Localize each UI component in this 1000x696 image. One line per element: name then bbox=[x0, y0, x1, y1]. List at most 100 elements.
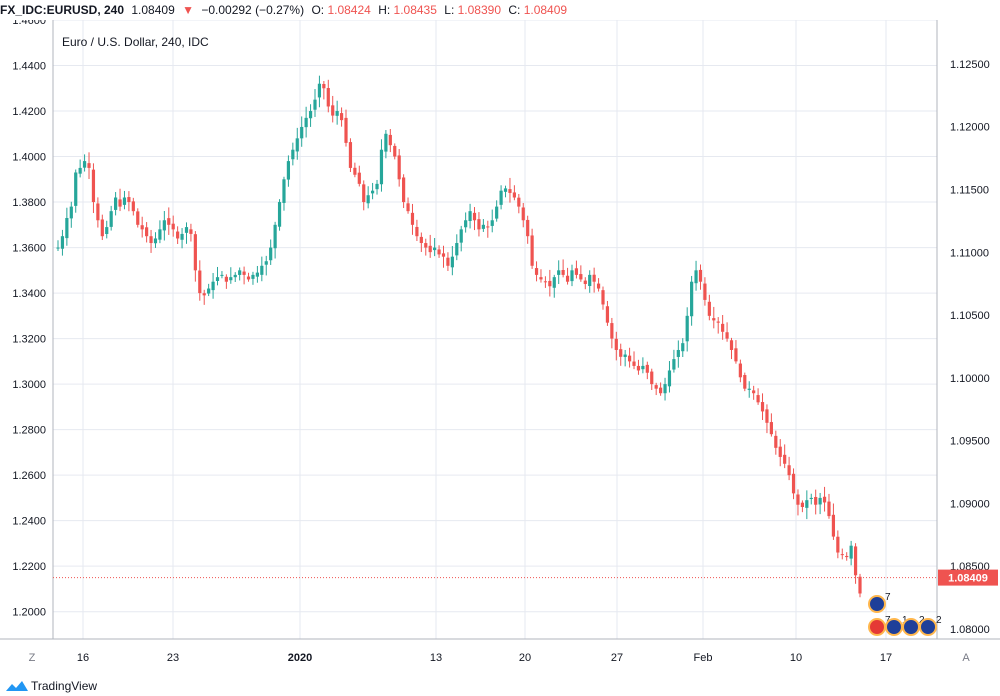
candle bbox=[393, 143, 397, 160]
candle bbox=[419, 232, 423, 252]
candle-body bbox=[433, 247, 437, 251]
candle-body bbox=[402, 177, 406, 203]
candle bbox=[743, 372, 747, 392]
candle bbox=[605, 300, 610, 326]
tradingview-logo-icon[interactable] bbox=[5, 679, 29, 693]
candle-body bbox=[437, 249, 441, 255]
candle bbox=[822, 486, 827, 512]
candle-body bbox=[840, 554, 844, 556]
candle bbox=[596, 278, 601, 292]
candle bbox=[778, 439, 782, 467]
candle-body bbox=[122, 197, 127, 205]
candle bbox=[800, 500, 804, 513]
candle bbox=[459, 225, 463, 252]
candle-body bbox=[760, 402, 765, 412]
candle bbox=[273, 221, 277, 259]
candle bbox=[198, 260, 202, 301]
candle-body bbox=[136, 211, 140, 225]
candlestick-chart[interactable]: 1.4600 1.4400 1.4200 1.4000 1.3800 1.3600 1.34… bbox=[0, 20, 1000, 676]
candle-body bbox=[809, 497, 813, 499]
candle bbox=[344, 109, 348, 147]
candle bbox=[260, 256, 264, 282]
zoom-button[interactable]: Z bbox=[29, 652, 36, 664]
candle bbox=[100, 214, 104, 241]
candle-body bbox=[654, 385, 658, 389]
candle-body bbox=[224, 276, 228, 282]
candle bbox=[162, 211, 166, 241]
candle bbox=[472, 207, 477, 231]
candle bbox=[650, 368, 654, 391]
candle-body bbox=[477, 219, 481, 230]
candle-body bbox=[96, 203, 100, 221]
candle-body bbox=[348, 142, 353, 168]
candle bbox=[291, 142, 295, 166]
candle-body bbox=[627, 355, 632, 362]
candle-body bbox=[831, 514, 836, 537]
candle-body bbox=[114, 197, 118, 210]
event-marker-circle bbox=[868, 618, 886, 636]
auto-scale-button[interactable]: A bbox=[962, 652, 970, 664]
candle bbox=[366, 186, 370, 209]
candle bbox=[207, 283, 211, 297]
candle-body bbox=[273, 224, 277, 249]
candle bbox=[326, 79, 330, 113]
candle-body bbox=[357, 172, 361, 184]
candle-body bbox=[526, 219, 530, 237]
candle-body bbox=[707, 301, 711, 316]
candle-body bbox=[619, 349, 623, 357]
candle-body bbox=[667, 370, 672, 387]
candle bbox=[251, 271, 255, 285]
candle-body bbox=[721, 323, 725, 332]
candle bbox=[698, 264, 703, 290]
candle-body bbox=[56, 247, 60, 249]
candle bbox=[667, 361, 672, 393]
candle-body bbox=[415, 226, 419, 237]
candle-body bbox=[459, 229, 463, 243]
candle-body bbox=[388, 134, 392, 146]
candle bbox=[659, 382, 663, 396]
candle-body bbox=[366, 195, 370, 204]
candle bbox=[765, 404, 769, 434]
candle bbox=[734, 340, 738, 364]
candle-body bbox=[255, 272, 259, 277]
candle-body bbox=[153, 238, 158, 244]
candle-body bbox=[778, 446, 782, 457]
brand-name[interactable]: TradingView bbox=[31, 679, 98, 693]
eu-flag-icon[interactable]: 2 bbox=[919, 615, 942, 636]
candle bbox=[304, 106, 308, 138]
x-tick-label: 13 bbox=[430, 652, 442, 664]
candle-body bbox=[82, 161, 87, 168]
close-value: 1.08409 bbox=[523, 3, 568, 17]
left-tick-label: 1.4600 bbox=[12, 20, 46, 27]
candle-body bbox=[149, 236, 153, 244]
left-tick-label: 1.3200 bbox=[12, 334, 46, 346]
candle bbox=[375, 179, 379, 195]
candle-body bbox=[849, 545, 853, 559]
candle bbox=[348, 138, 353, 173]
candle-body bbox=[176, 231, 180, 239]
candle-body bbox=[105, 227, 109, 234]
candle-body bbox=[676, 349, 680, 357]
grid bbox=[53, 20, 937, 639]
candle-body bbox=[220, 274, 224, 276]
candle-body bbox=[464, 220, 468, 228]
zoom-button-label: Z bbox=[29, 652, 36, 664]
candle-body bbox=[304, 117, 308, 128]
candle bbox=[703, 277, 707, 306]
candle bbox=[109, 205, 113, 231]
candle-body bbox=[570, 270, 574, 282]
candle-body bbox=[672, 359, 676, 370]
symbol-name[interactable]: FX_IDC:EURUSD, 240 bbox=[0, 3, 125, 17]
candle bbox=[87, 152, 91, 180]
candle-body bbox=[791, 473, 796, 494]
candle-body bbox=[752, 390, 756, 394]
candle bbox=[774, 430, 778, 455]
candle-body bbox=[574, 268, 579, 275]
candle bbox=[379, 139, 384, 192]
candle-body bbox=[118, 199, 122, 207]
candle-body bbox=[592, 274, 596, 282]
eu-flag-icon[interactable]: 7 bbox=[868, 592, 891, 613]
candle-body bbox=[845, 555, 849, 558]
candle bbox=[136, 208, 140, 228]
candle bbox=[238, 267, 242, 281]
